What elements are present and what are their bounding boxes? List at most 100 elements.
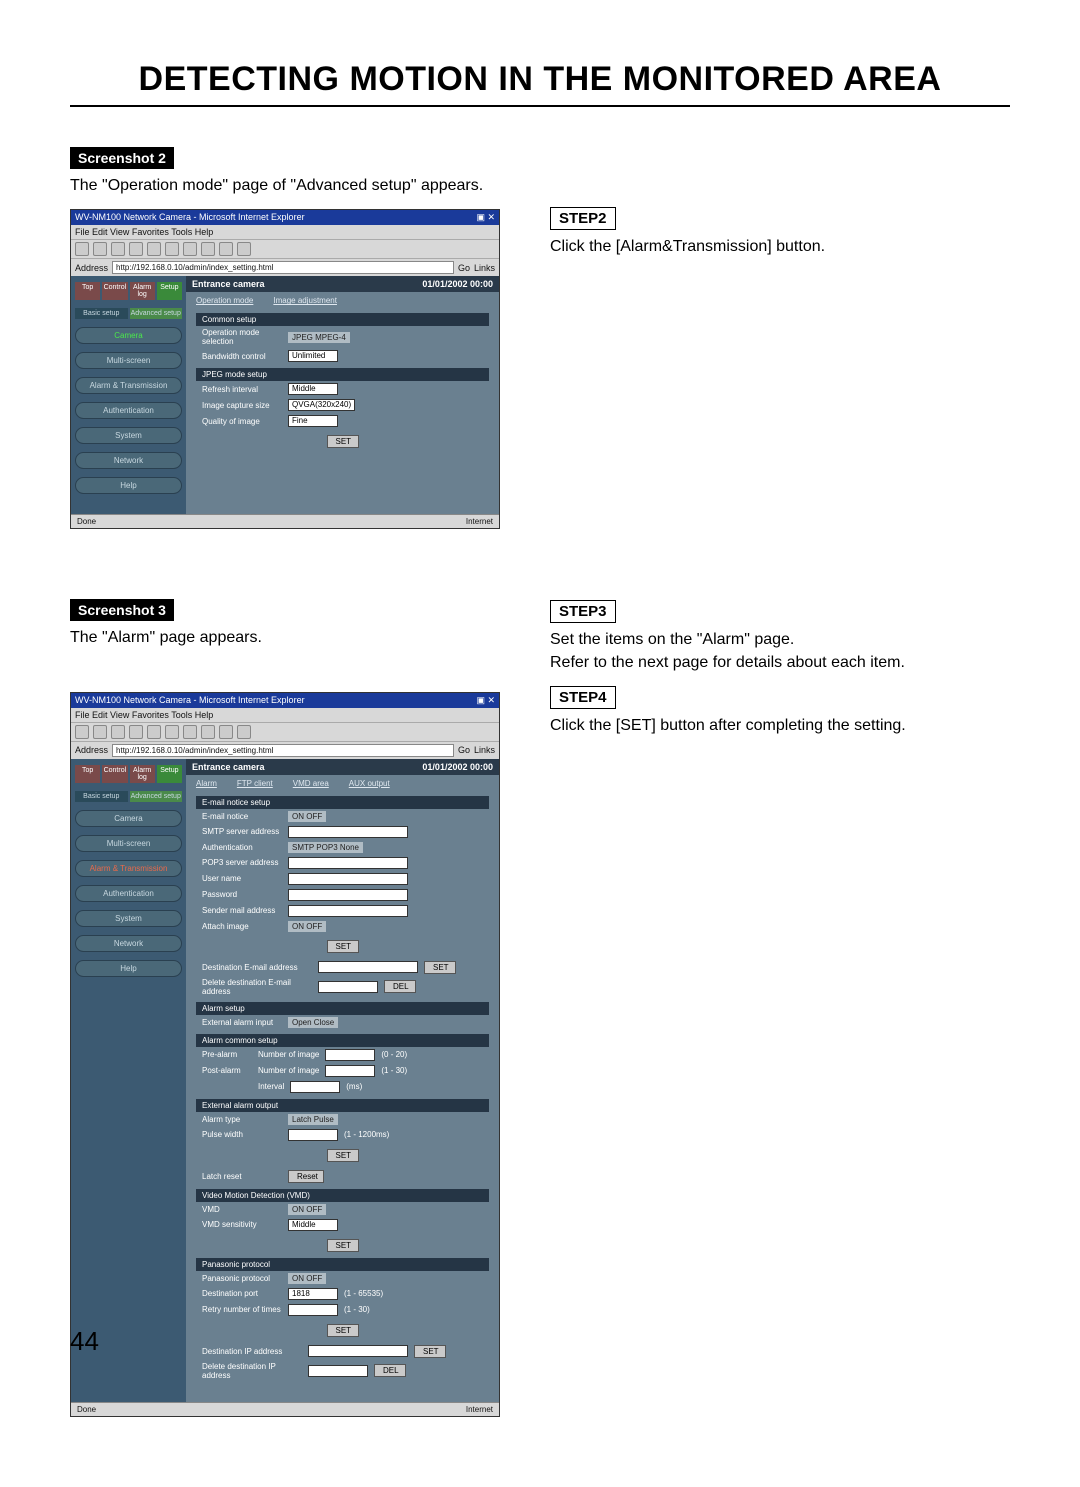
vmd-sens-select[interactable]: Middle <box>288 1219 338 1231</box>
pre-num-input[interactable] <box>325 1049 375 1061</box>
mail-icon[interactable] <box>219 725 233 739</box>
auth-value[interactable]: SMTP POP3 None <box>288 842 363 853</box>
address-input-2[interactable]: http://192.168.0.10/admin/index_setting.… <box>112 744 454 757</box>
pop3-input[interactable] <box>288 857 408 869</box>
tab-alarmlog[interactable]: Alarm log <box>130 282 155 300</box>
optab-mode[interactable]: Operation mode <box>196 296 253 305</box>
set-button-pana[interactable]: SET <box>327 1324 359 1337</box>
browser-menubar[interactable]: File Edit View Favorites Tools Help <box>71 225 499 239</box>
search-icon[interactable] <box>165 725 179 739</box>
favorites-icon[interactable] <box>183 725 197 739</box>
home-icon[interactable] <box>147 725 161 739</box>
tab-aux[interactable]: AUX output <box>349 779 390 788</box>
subtab-advanced[interactable]: Advanced setup <box>130 308 183 319</box>
refresh-select[interactable]: Middle <box>288 383 338 395</box>
reset-button[interactable]: Reset <box>288 1170 324 1183</box>
side-alarm-trans[interactable]: Alarm & Transmission <box>75 377 182 394</box>
subtab-basic[interactable]: Basic setup <box>75 308 128 319</box>
go-button-2[interactable]: Go <box>458 745 470 755</box>
destip-set[interactable]: SET <box>414 1345 446 1358</box>
alarm-type-value[interactable]: Latch Pulse <box>288 1114 338 1125</box>
print-icon[interactable] <box>237 725 251 739</box>
side-alarm-trans[interactable]: Alarm & Transmission <box>75 860 182 877</box>
browser-toolbar[interactable] <box>71 239 499 258</box>
refresh-icon[interactable] <box>129 242 143 256</box>
side-network[interactable]: Network <box>75 935 182 952</box>
tab-ftp[interactable]: FTP client <box>237 779 273 788</box>
user-input[interactable] <box>288 873 408 885</box>
subtab-basic[interactable]: Basic setup <box>75 791 128 802</box>
side-system[interactable]: System <box>75 910 182 927</box>
subtab-advanced[interactable]: Advanced setup <box>130 791 183 802</box>
set-button-vmd[interactable]: SET <box>327 1239 359 1252</box>
side-help[interactable]: Help <box>75 960 182 977</box>
browser-menubar-2[interactable]: File Edit View Favorites Tools Help <box>71 708 499 722</box>
tab-control[interactable]: Control <box>102 765 127 783</box>
extin-value[interactable]: Open Close <box>288 1017 338 1028</box>
tab-top[interactable]: Top <box>75 282 100 300</box>
links-label[interactable]: Links <box>474 263 495 273</box>
tab-vmd-area[interactable]: VMD area <box>293 779 329 788</box>
tab-alarmlog[interactable]: Alarm log <box>130 765 155 783</box>
destip-input[interactable] <box>308 1345 408 1357</box>
tab-setup[interactable]: Setup <box>157 765 182 783</box>
capsize-select[interactable]: QVGA(320x240) <box>288 399 355 411</box>
side-network[interactable]: Network <box>75 452 182 469</box>
dest-input[interactable] <box>318 961 418 973</box>
set-button[interactable]: SET <box>327 435 359 448</box>
favorites-icon[interactable] <box>183 242 197 256</box>
side-multiscreen[interactable]: Multi-screen <box>75 835 182 852</box>
tab-top[interactable]: Top <box>75 765 100 783</box>
home-icon[interactable] <box>147 242 161 256</box>
forward-icon[interactable] <box>93 242 107 256</box>
forward-icon[interactable] <box>93 725 107 739</box>
interval-input[interactable] <box>290 1081 340 1093</box>
side-system[interactable]: System <box>75 427 182 444</box>
mail-icon[interactable] <box>219 242 233 256</box>
side-camera[interactable]: Camera <box>75 327 182 344</box>
set-button-mail[interactable]: SET <box>327 940 359 953</box>
stop-icon[interactable] <box>111 725 125 739</box>
smtp-input[interactable] <box>288 826 408 838</box>
deldest-select[interactable] <box>318 981 378 993</box>
pulse-input[interactable] <box>288 1129 338 1141</box>
delip-button[interactable]: DEL <box>374 1364 406 1377</box>
optab-image-adj[interactable]: Image adjustment <box>273 296 337 305</box>
mail-onoff[interactable]: ON OFF <box>288 811 326 822</box>
sender-input[interactable] <box>288 905 408 917</box>
tab-setup[interactable]: Setup <box>157 282 182 300</box>
del-button[interactable]: DEL <box>384 980 416 993</box>
history-icon[interactable] <box>201 242 215 256</box>
mode-value[interactable]: JPEG MPEG-4 <box>288 332 350 343</box>
dest-set[interactable]: SET <box>424 961 456 974</box>
window-controls-icon-2[interactable]: ▣ ✕ <box>476 695 495 706</box>
back-icon[interactable] <box>75 242 89 256</box>
history-icon[interactable] <box>201 725 215 739</box>
set-button-out[interactable]: SET <box>327 1149 359 1162</box>
pana-onoff[interactable]: ON OFF <box>288 1273 326 1284</box>
post-num-input[interactable] <box>325 1065 375 1077</box>
retry-input[interactable] <box>288 1304 338 1316</box>
delip-select[interactable] <box>308 1365 368 1377</box>
vmd-onoff[interactable]: ON OFF <box>288 1204 326 1215</box>
attach-onoff[interactable]: ON OFF <box>288 921 326 932</box>
side-multiscreen[interactable]: Multi-screen <box>75 352 182 369</box>
print-icon[interactable] <box>237 242 251 256</box>
side-help[interactable]: Help <box>75 477 182 494</box>
window-controls-icon[interactable]: ▣ ✕ <box>476 212 495 223</box>
back-icon[interactable] <box>75 725 89 739</box>
refresh-icon[interactable] <box>129 725 143 739</box>
pass-input[interactable] <box>288 889 408 901</box>
browser-toolbar-2[interactable] <box>71 722 499 741</box>
quality-select[interactable]: Fine <box>288 415 338 427</box>
port-input[interactable]: 1818 <box>288 1288 338 1300</box>
links-label-2[interactable]: Links <box>474 745 495 755</box>
side-auth[interactable]: Authentication <box>75 402 182 419</box>
tab-alarm[interactable]: Alarm <box>196 779 217 788</box>
stop-icon[interactable] <box>111 242 125 256</box>
tab-control[interactable]: Control <box>102 282 127 300</box>
side-camera[interactable]: Camera <box>75 810 182 827</box>
go-button[interactable]: Go <box>458 263 470 273</box>
side-auth[interactable]: Authentication <box>75 885 182 902</box>
search-icon[interactable] <box>165 242 179 256</box>
